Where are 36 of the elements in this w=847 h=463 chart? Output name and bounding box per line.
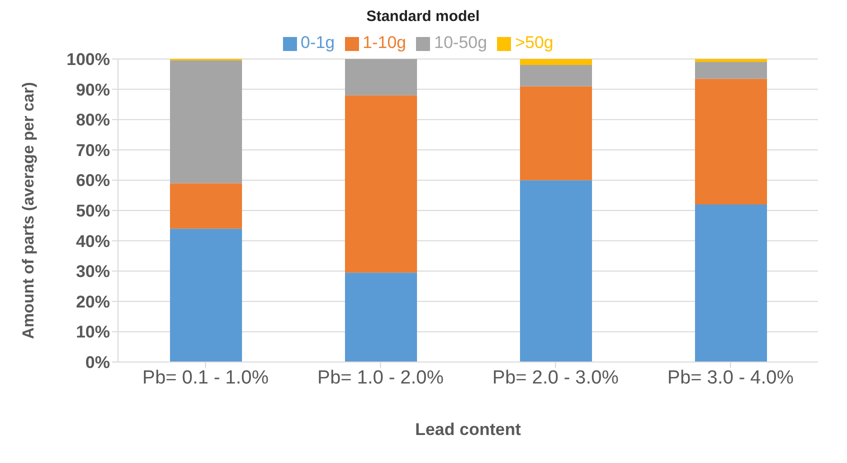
legend-label: 0-1g	[300, 33, 335, 52]
chart-title: Standard model	[365, 8, 481, 25]
x-tick-label: Pb= 1.0 - 2.0%	[317, 367, 444, 388]
x-tick-label: Pb= 0.1 - 1.0%	[142, 367, 269, 388]
y-tick-label: 0%	[85, 353, 110, 372]
x-axis-title: Lead content	[415, 420, 522, 439]
y-tick-label: 50%	[76, 202, 110, 221]
bar	[695, 59, 767, 62]
bar	[695, 62, 767, 79]
bar	[170, 60, 242, 184]
y-tick-label: 30%	[76, 262, 110, 282]
y-tick-label: 20%	[76, 292, 110, 312]
bar	[520, 59, 592, 66]
bar	[695, 78, 767, 204]
bar	[170, 228, 242, 362]
y-tick-label: 10%	[76, 322, 110, 342]
bar	[345, 272, 417, 362]
y-tick-label: 70%	[76, 140, 110, 160]
bar	[695, 204, 767, 362]
y-tick-label: 80%	[76, 110, 110, 130]
bar	[520, 180, 592, 362]
y-tick-label: 90%	[76, 80, 110, 100]
y-tick-label: 100%	[66, 50, 110, 70]
legend-label: >50g	[515, 33, 554, 52]
y-tick-label: 60%	[76, 171, 110, 190]
y-tick-label: 40%	[76, 232, 110, 251]
bar	[345, 95, 417, 273]
y-axis-title: Amount of parts (average per car)	[20, 82, 38, 339]
bar	[520, 65, 592, 86]
x-tick-label: Pb= 3.0 - 4.0%	[667, 367, 794, 388]
legend-label: 1-10g	[362, 33, 406, 52]
bar	[345, 59, 417, 96]
x-tick-label: Pb= 2.0 - 3.0%	[492, 367, 619, 388]
bar	[520, 86, 592, 180]
legend-label: 10-50g	[434, 33, 488, 52]
bar	[170, 183, 242, 229]
